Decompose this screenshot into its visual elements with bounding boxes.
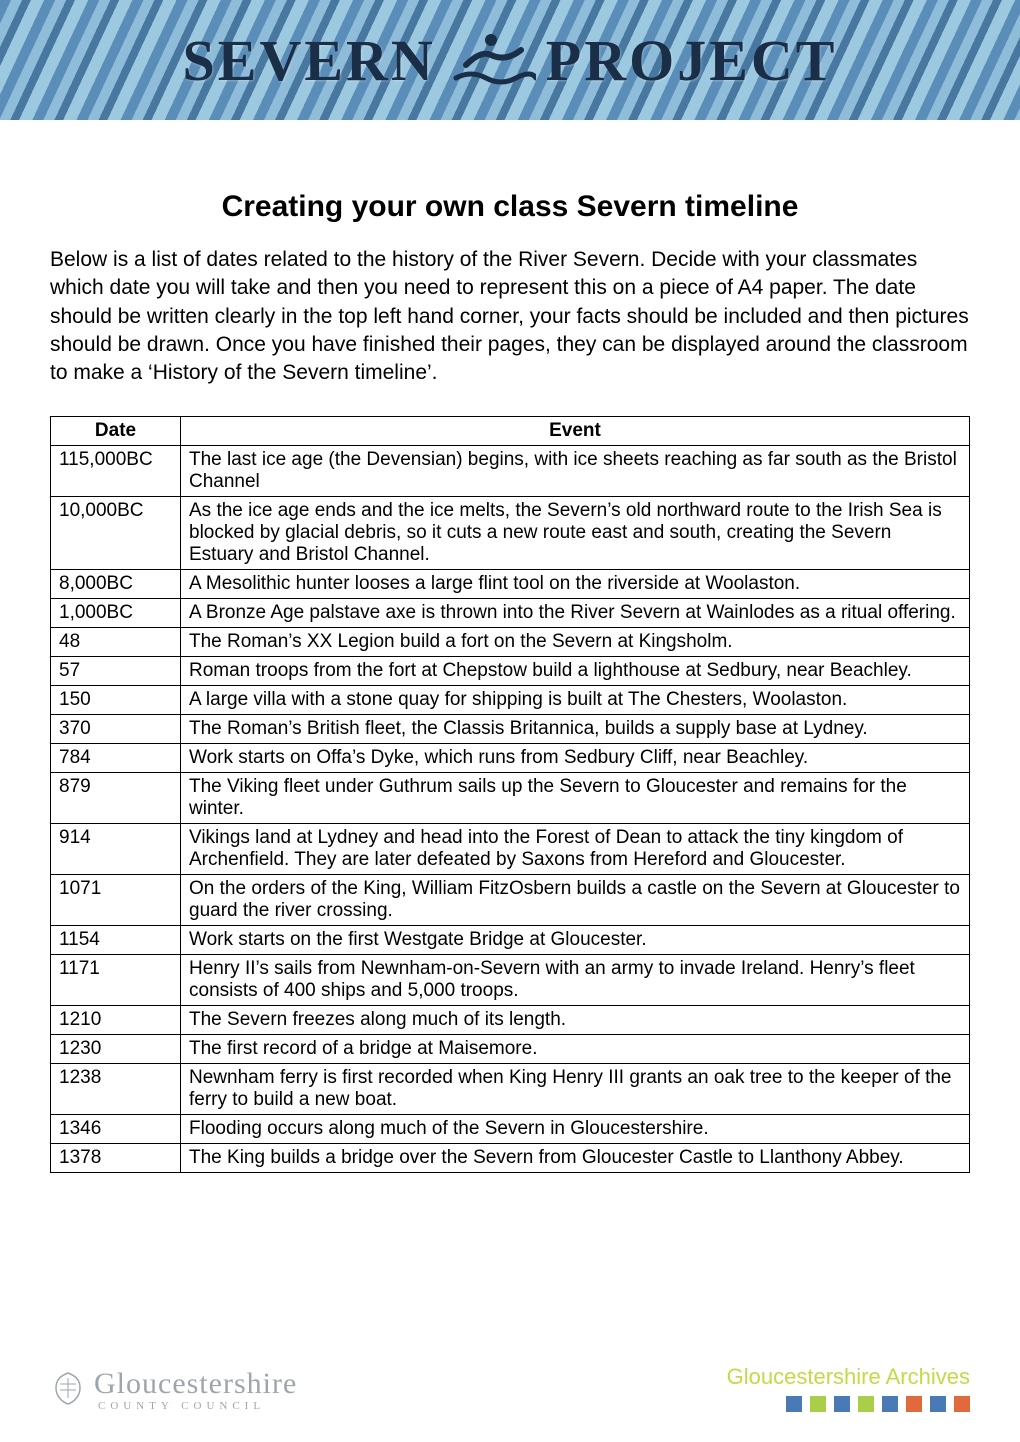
swimmer-icon [446, 30, 536, 90]
table-row: 115,000BCThe last ice age (the Devensian… [51, 445, 970, 496]
table-row: 1346Flooding occurs along much of the Se… [51, 1114, 970, 1143]
footer: Gloucestershire COUNTY COUNCIL Glouceste… [50, 1364, 970, 1412]
table-row: 57Roman troops from the fort at Chepstow… [51, 656, 970, 685]
cell-date: 1230 [51, 1034, 181, 1063]
timeline-table: Date Event 115,000BCThe last ice age (th… [50, 416, 970, 1173]
table-row: 784Work starts on Offa’s Dyke, which run… [51, 743, 970, 772]
footer-square [786, 1396, 802, 1412]
footer-square [810, 1396, 826, 1412]
cell-date: 48 [51, 627, 181, 656]
footer-squares [727, 1396, 970, 1412]
banner-left-text: SEVERN [183, 27, 436, 94]
table-row: 1230The first record of a bridge at Mais… [51, 1034, 970, 1063]
footer-left: Gloucestershire COUNTY COUNCIL [50, 1369, 297, 1412]
footer-square [834, 1396, 850, 1412]
cell-event: The Severn freezes along much of its len… [181, 1005, 970, 1034]
cell-event: A Bronze Age palstave axe is thrown into… [181, 598, 970, 627]
footer-square [906, 1396, 922, 1412]
cell-date: 1154 [51, 925, 181, 954]
cell-date: 1238 [51, 1063, 181, 1114]
banner-right-text: PROJECT [546, 27, 838, 94]
cell-date: 1,000BC [51, 598, 181, 627]
cell-date: 784 [51, 743, 181, 772]
cell-date: 57 [51, 656, 181, 685]
cell-event: Work starts on Offa’s Dyke, which runs f… [181, 743, 970, 772]
footer-square [858, 1396, 874, 1412]
footer-org-small: COUNTY COUNCIL [98, 1401, 297, 1412]
table-row: 1378The King builds a bridge over the Se… [51, 1143, 970, 1172]
cell-date: 115,000BC [51, 445, 181, 496]
cell-date: 10,000BC [51, 496, 181, 569]
header-date: Date [51, 416, 181, 445]
page: SEVERN PROJECT Creating your own class S… [0, 0, 1020, 1442]
table-row: 914Vikings land at Lydney and head into … [51, 823, 970, 874]
footer-org-big: Gloucestershire [94, 1369, 297, 1399]
table-row: 1,000BCA Bronze Age palstave axe is thro… [51, 598, 970, 627]
cell-event: The Roman’s British fleet, the Classis B… [181, 714, 970, 743]
page-title: Creating your own class Severn timeline [50, 190, 970, 224]
cell-date: 1210 [51, 1005, 181, 1034]
table-row: 1071On the orders of the King, William F… [51, 874, 970, 925]
footer-right: Gloucestershire Archives [727, 1364, 970, 1412]
table-row: 1238Newnham ferry is first recorded when… [51, 1063, 970, 1114]
cell-event: Newnham ferry is first recorded when Kin… [181, 1063, 970, 1114]
table-row: 1171Henry II’s sails from Newnham-on-Sev… [51, 954, 970, 1005]
cell-date: 1171 [51, 954, 181, 1005]
footer-square [882, 1396, 898, 1412]
table-row: 1210The Severn freezes along much of its… [51, 1005, 970, 1034]
footer-square [930, 1396, 946, 1412]
table-row: 8,000BCA Mesolithic hunter looses a larg… [51, 569, 970, 598]
footer-square [954, 1396, 970, 1412]
cell-event: Roman troops from the fort at Chepstow b… [181, 656, 970, 685]
table-row: 150A large villa with a stone quay for s… [51, 685, 970, 714]
cell-date: 1346 [51, 1114, 181, 1143]
content-area: Creating your own class Severn timeline … [0, 120, 1020, 1173]
header-event: Event [181, 416, 970, 445]
intro-paragraph: Below is a list of dates related to the … [50, 246, 970, 388]
table-row: 48The Roman’s XX Legion build a fort on … [51, 627, 970, 656]
cell-date: 8,000BC [51, 569, 181, 598]
footer-org: Gloucestershire COUNTY COUNCIL [94, 1369, 297, 1412]
cell-date: 1071 [51, 874, 181, 925]
table-row: 879The Viking fleet under Guthrum sails … [51, 772, 970, 823]
table-row: 1154Work starts on the first Westgate Br… [51, 925, 970, 954]
cell-event: The Viking fleet under Guthrum sails up … [181, 772, 970, 823]
table-header-row: Date Event [51, 416, 970, 445]
cell-date: 914 [51, 823, 181, 874]
cell-event: As the ice age ends and the ice melts, t… [181, 496, 970, 569]
cell-event: The last ice age (the Devensian) begins,… [181, 445, 970, 496]
cell-event: Work starts on the first Westgate Bridge… [181, 925, 970, 954]
cell-event: The Roman’s XX Legion build a fort on th… [181, 627, 970, 656]
crest-icon [50, 1370, 86, 1411]
cell-event: A Mesolithic hunter looses a large flint… [181, 569, 970, 598]
banner-title: SEVERN PROJECT [183, 27, 838, 94]
cell-event: Vikings land at Lydney and head into the… [181, 823, 970, 874]
cell-event: Henry II’s sails from Newnham-on-Severn … [181, 954, 970, 1005]
cell-date: 879 [51, 772, 181, 823]
table-row: 370The Roman’s British fleet, the Classi… [51, 714, 970, 743]
cell-event: A large villa with a stone quay for ship… [181, 685, 970, 714]
cell-event: The King builds a bridge over the Severn… [181, 1143, 970, 1172]
cell-event: On the orders of the King, William FitzO… [181, 874, 970, 925]
banner: SEVERN PROJECT [0, 0, 1020, 120]
cell-date: 1378 [51, 1143, 181, 1172]
table-row: 10,000BCAs the ice age ends and the ice … [51, 496, 970, 569]
cell-date: 370 [51, 714, 181, 743]
cell-event: The first record of a bridge at Maisemor… [181, 1034, 970, 1063]
cell-event: Flooding occurs along much of the Severn… [181, 1114, 970, 1143]
footer-archives: Gloucestershire Archives [727, 1364, 970, 1390]
cell-date: 150 [51, 685, 181, 714]
